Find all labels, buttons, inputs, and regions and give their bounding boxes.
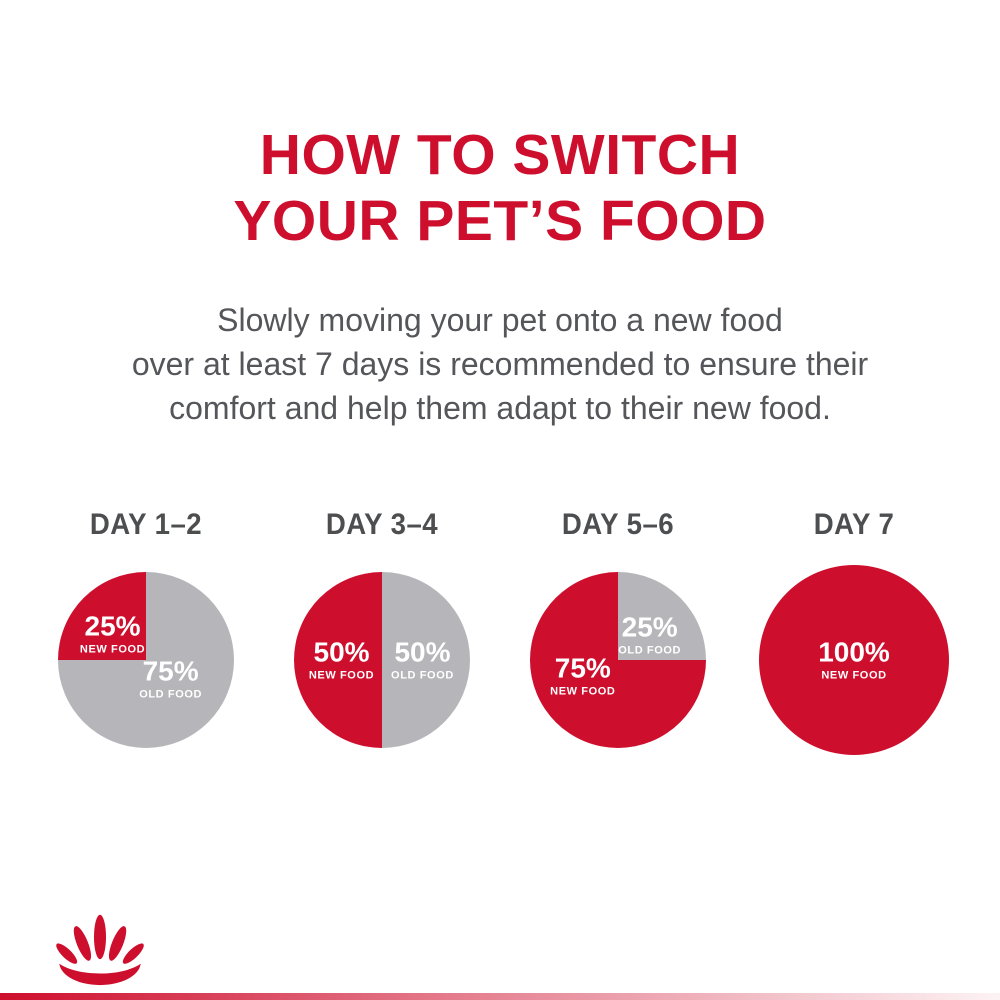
page-title-line2: YOUR PET’S FOOD: [233, 189, 767, 254]
pie-chart-day-1-2: 25% NEW FOOD 75% OLD FOOD: [58, 572, 234, 748]
chart-column-day-5-6: DAY 5–6 75% NEW FOOD 25% OLD FOOD: [500, 508, 736, 755]
bottom-gradient-bar: [0, 993, 1000, 1000]
new-food-slice-label: 25% NEW FOOD: [79, 610, 146, 656]
royal-canin-crown-logo-icon: [52, 912, 148, 986]
chart-column-day-3-4: DAY 3–4 50% NEW FOOD 50% OLD FOOD: [264, 508, 500, 755]
subtitle-line3: comfort and help them adapt to their new…: [169, 390, 831, 427]
slice-name: NEW FOOD: [79, 643, 146, 656]
new-food-slice-label: 100% NEW FOOD: [818, 636, 890, 682]
old-food-slice-label: 75% OLD FOOD: [139, 655, 203, 701]
day-label-1-2: DAY 1–2: [89, 508, 203, 541]
percent-value: 75%: [554, 652, 611, 684]
subtitle-line1: Slowly moving your pet onto a new food: [217, 302, 783, 338]
percent-value: 25%: [84, 610, 141, 642]
pie-chart-day-3-4: 50% NEW FOOD 50% OLD FOOD: [294, 572, 470, 748]
percent-value: 100%: [818, 636, 890, 668]
day-label-3-4: DAY 3–4: [325, 508, 439, 541]
day-label-5-6: DAY 5–6: [561, 508, 675, 541]
subtitle: Slowly moving your pet onto a new food o…: [0, 298, 1000, 430]
slice-name: OLD FOOD: [618, 644, 682, 657]
slice-name: NEW FOOD: [308, 669, 375, 682]
subtitle-line2: over at least 7 days is recommended to e…: [131, 346, 869, 383]
percent-value: 50%: [313, 636, 370, 668]
chart-column-day-7: DAY 7 100% NEW FOOD: [736, 508, 972, 755]
new-food-slice-label: 75% NEW FOOD: [550, 652, 616, 698]
slice-name: NEW FOOD: [821, 669, 887, 682]
pie-chart-day-5-6: 75% NEW FOOD 25% OLD FOOD: [530, 572, 706, 748]
title-block: HOW TO SWITCH YOUR PET’S FOOD: [0, 122, 1000, 254]
pie-chart-day-7: 100% NEW FOOD: [759, 565, 949, 755]
old-food-slice-label: 25% OLD FOOD: [618, 611, 682, 657]
slice-name: OLD FOOD: [391, 669, 454, 682]
slice-name: OLD FOOD: [139, 688, 203, 701]
pie-charts-row: DAY 1–2 25% NEW FOOD 75% OLD FOOD DAY 3–…: [0, 508, 1000, 755]
slice-name: NEW FOOD: [550, 685, 616, 698]
percent-value: 50%: [394, 636, 451, 668]
page-title-line1: HOW TO SWITCH: [259, 123, 741, 187]
new-food-slice-label: 50% NEW FOOD: [308, 636, 375, 682]
percent-value: 75%: [142, 655, 199, 687]
day-label-7: DAY 7: [813, 508, 895, 541]
old-food-slice-label: 50% OLD FOOD: [391, 636, 454, 682]
percent-value: 25%: [621, 611, 678, 643]
chart-column-day-1-2: DAY 1–2 25% NEW FOOD 75% OLD FOOD: [28, 508, 264, 755]
